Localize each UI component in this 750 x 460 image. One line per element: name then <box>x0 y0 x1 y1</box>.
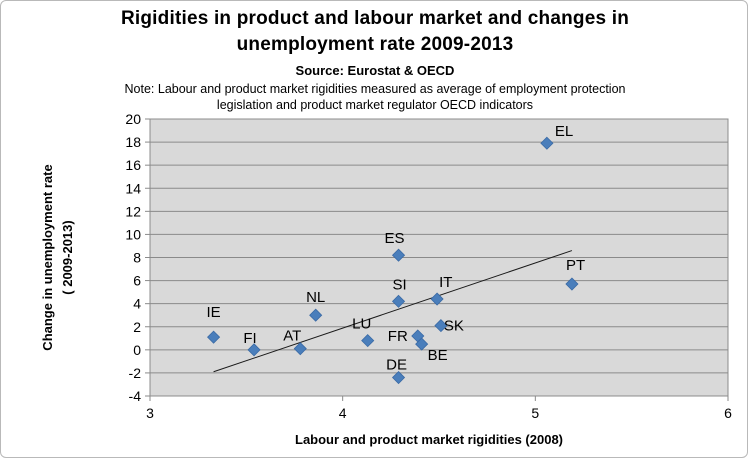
data-label-es: ES <box>385 230 405 247</box>
y-tick-label: -4 <box>129 388 142 404</box>
data-label-it: IT <box>439 274 452 291</box>
data-point-el <box>540 136 554 150</box>
y-tick-label: 8 <box>133 250 141 266</box>
y-tick-label: 10 <box>125 226 141 242</box>
x-tick-label: 3 <box>146 405 154 421</box>
y-tick-label: 2 <box>133 319 141 335</box>
x-tick-label: 6 <box>724 405 732 421</box>
data-label-fr: FR <box>388 328 408 345</box>
data-point-be <box>415 337 429 351</box>
data-point-pt <box>565 277 579 291</box>
data-label-fi: FI <box>243 330 256 347</box>
y-tick-label: -2 <box>129 365 142 381</box>
y-axis-ticks: -4 -2 0 2 4 6 8 10 12 14 16 18 20 <box>125 111 150 404</box>
y-tick-label: 12 <box>125 203 141 219</box>
x-axis-ticks: 3 4 5 6 <box>146 396 732 421</box>
y-axis-label-line-2: ( 2009-2013) <box>60 220 75 294</box>
y-tick-label: 16 <box>125 157 141 173</box>
data-label-lu: LU <box>352 316 371 333</box>
data-points: EL PT ES IT SI NL IE FI AT LU FR BE SK DE <box>206 123 585 385</box>
data-point-ie <box>207 330 221 344</box>
y-tick-label: 20 <box>125 111 141 127</box>
x-axis-label: Labour and product market rigidities (20… <box>295 432 563 447</box>
data-point-it <box>430 292 444 306</box>
data-label-el: EL <box>555 123 573 140</box>
data-label-si: SI <box>393 276 407 293</box>
chart-subtitle: Source: Eurostat & OECD <box>295 63 455 78</box>
y-tick-label: 14 <box>125 180 141 196</box>
data-point-es <box>391 248 406 262</box>
grid-lines <box>150 141 728 374</box>
data-point-si <box>391 294 406 308</box>
y-tick-label: 6 <box>133 273 141 289</box>
data-point-de <box>391 370 406 385</box>
trendline <box>213 250 573 373</box>
chart-title-line-2: unemployment rate 2009-2013 <box>236 34 514 55</box>
y-tick-label: 4 <box>133 296 141 312</box>
data-label-ie: IE <box>206 304 220 321</box>
chart-note-line-2: legislation and product market regulator… <box>216 98 534 112</box>
data-point-at <box>293 342 307 356</box>
data-label-pt: PT <box>566 257 585 274</box>
data-point-sk <box>434 319 448 333</box>
data-label-nl: NL <box>306 289 325 306</box>
x-tick-label: 4 <box>339 405 347 421</box>
data-label-be: BE <box>428 347 448 364</box>
data-label-de: DE <box>386 357 407 374</box>
data-label-at: AT <box>283 328 301 345</box>
y-tick-label: 18 <box>125 134 141 150</box>
data-point-fi <box>247 343 261 357</box>
data-point-lu <box>361 334 375 348</box>
chart-title-line-1: Rigidities in product and labour market … <box>120 8 630 29</box>
chart-note-line-1: Note: Labour and product market rigiditi… <box>124 82 626 96</box>
y-axis-label-line-1: Change in unemployment rate <box>40 164 55 350</box>
x-tick-label: 5 <box>531 405 539 421</box>
data-label-sk: SK <box>444 318 464 335</box>
data-point-nl <box>309 308 323 322</box>
y-tick-label: 0 <box>133 342 141 358</box>
